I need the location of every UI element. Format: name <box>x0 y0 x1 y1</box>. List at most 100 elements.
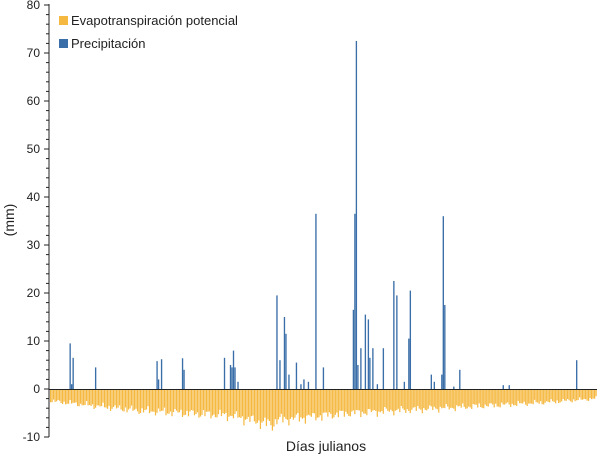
evapotranspiracion-bar <box>274 389 277 420</box>
evapotranspiracion-bar <box>522 389 524 404</box>
evapotranspiracion-bar <box>250 389 253 417</box>
evapotranspiracion-bar <box>466 389 468 409</box>
evapotranspiracion-bar <box>421 389 423 414</box>
precipitacion-bar <box>285 333 287 389</box>
evapotranspiracion-bar <box>508 389 510 405</box>
evapotranspiracion-bar <box>417 389 419 407</box>
evapotranspiracion-bar <box>333 389 335 418</box>
evapotranspiracion-bar <box>301 389 303 419</box>
precipitacion-bar <box>72 357 74 389</box>
evapotranspiracion-bar <box>493 389 495 408</box>
evapotranspiracion-bar <box>315 389 317 421</box>
evapotranspiracion-bar <box>448 389 450 410</box>
evapotranspiracion-bar <box>516 389 518 406</box>
evapotranspiracion-bar <box>286 389 289 420</box>
evapotranspiracion-bar <box>163 389 166 408</box>
evapotranspiracion-bar <box>393 389 395 416</box>
evapotranspiracion-bar <box>595 389 597 397</box>
evapotranspiracion-bar <box>445 389 447 405</box>
evapotranspiracion-bar <box>384 389 386 408</box>
precipitacion-bar <box>433 381 435 389</box>
evapotranspiracion-bar <box>547 389 549 402</box>
evapotranspiracion-bar <box>171 389 173 417</box>
evapotranspiracion-bar <box>172 389 175 413</box>
evapotranspiracion-bar <box>390 389 392 410</box>
evapotranspiracion-bar <box>222 389 224 414</box>
evapotranspiracion-bar <box>496 389 498 407</box>
evapotranspiracion-bar <box>145 389 148 410</box>
evapotranspiracion-bar <box>168 389 170 414</box>
precipitacion-bar <box>442 216 444 389</box>
precipitacion-bar <box>288 374 290 389</box>
evapotranspiracion-bar <box>99 389 101 407</box>
evapotranspiracion-bar <box>283 389 286 417</box>
evapotranspiracion-bar <box>147 389 149 407</box>
precipitacion-bar <box>283 317 286 389</box>
evapotranspiracion-bar <box>502 389 504 405</box>
evapotranspiracion-bar <box>285 389 287 419</box>
y-axis-ticks: -10 0 10 20 30 40 50 60 70 80 <box>23 0 49 444</box>
evapotranspiracion-bar <box>343 389 345 417</box>
evapotranspiracion-bar <box>334 389 336 415</box>
evapotranspiracion-bar <box>310 389 312 417</box>
evapotranspiracion-bar <box>450 389 452 408</box>
evapotranspiracion-bar <box>525 389 527 405</box>
evapotranspiracion-bar <box>261 389 263 423</box>
evapotranspiracion-bar <box>345 389 347 412</box>
evapotranspiracion-bar <box>336 389 338 413</box>
evapotranspiracion-bar <box>348 389 350 416</box>
precipitacion-bars <box>69 41 578 389</box>
evapotranspiracion-bar <box>93 389 95 409</box>
evapotranspiracion-bar <box>69 389 71 401</box>
evapotranspiracion-bar <box>267 389 269 420</box>
evapotranspiracion-bar <box>106 389 109 409</box>
evapotranspiracion-bar <box>213 389 215 415</box>
evapotranspiracion-bar <box>411 389 413 410</box>
evapotranspiracion-bar <box>225 389 227 413</box>
evapotranspiracion-bar <box>241 389 244 417</box>
evapotranspiracion-bar <box>132 389 134 411</box>
evapotranspiracion-bar <box>109 389 112 412</box>
precipitacion-bar <box>237 381 239 389</box>
evapotranspiracion-bar <box>193 389 196 416</box>
evapotranspiracion-bar <box>198 389 200 418</box>
y-tick-label: 0 <box>33 382 40 396</box>
evapotranspiracion-bar <box>402 389 404 409</box>
evapotranspiracion-bar <box>214 389 217 418</box>
precipitacion-bar <box>307 381 310 389</box>
evapotranspiracion-bar <box>78 389 80 407</box>
evapotranspiracion-bar <box>270 389 272 426</box>
evapotranspiracion-bar <box>438 389 440 413</box>
evapotranspiracion-bar <box>586 389 588 401</box>
evapotranspiracion-bar <box>414 389 416 408</box>
evapotranspiracion-bar <box>208 389 211 412</box>
evapotranspiracion-bar <box>424 389 426 410</box>
evapotranspiracion-bar <box>405 389 407 413</box>
evapotranspiracion-bar <box>97 389 100 406</box>
evapotranspiracion-bar <box>475 389 477 405</box>
evapotranspiracion-bar <box>406 389 408 410</box>
evapotranspiracion-bar <box>72 389 74 403</box>
evapotranspiracion-bar <box>373 389 375 411</box>
evapotranspiracion-bar <box>571 389 573 403</box>
evapotranspiracion-bar <box>189 389 191 412</box>
evapotranspiracion-bar <box>456 389 458 406</box>
precipitacion-bar <box>441 374 443 389</box>
evapotranspiracion-bar <box>574 389 576 402</box>
evapotranspiracion-bar <box>580 389 582 400</box>
evapotranspiracion-bar <box>367 389 369 410</box>
evapotranspiracion-bar <box>258 389 260 421</box>
evapotranspiracion-bar <box>220 389 223 417</box>
y-tick-label: 50 <box>27 142 41 156</box>
evapotranspiracion-bar <box>379 389 381 413</box>
evapotranspiracion-bar <box>360 389 362 418</box>
evapotranspiracion-bar <box>486 389 488 407</box>
evapotranspiracion-bar <box>330 389 332 414</box>
legend-swatch-evapotranspiracion <box>59 16 68 25</box>
evapotranspiracion-bar <box>349 389 351 417</box>
evapotranspiracion-bar <box>468 389 470 407</box>
evapotranspiracion-bar <box>474 389 476 405</box>
evapotranspiracion-bar <box>187 389 190 417</box>
evapotranspiracion-bar <box>165 389 167 416</box>
y-tick-label: 60 <box>27 94 41 108</box>
